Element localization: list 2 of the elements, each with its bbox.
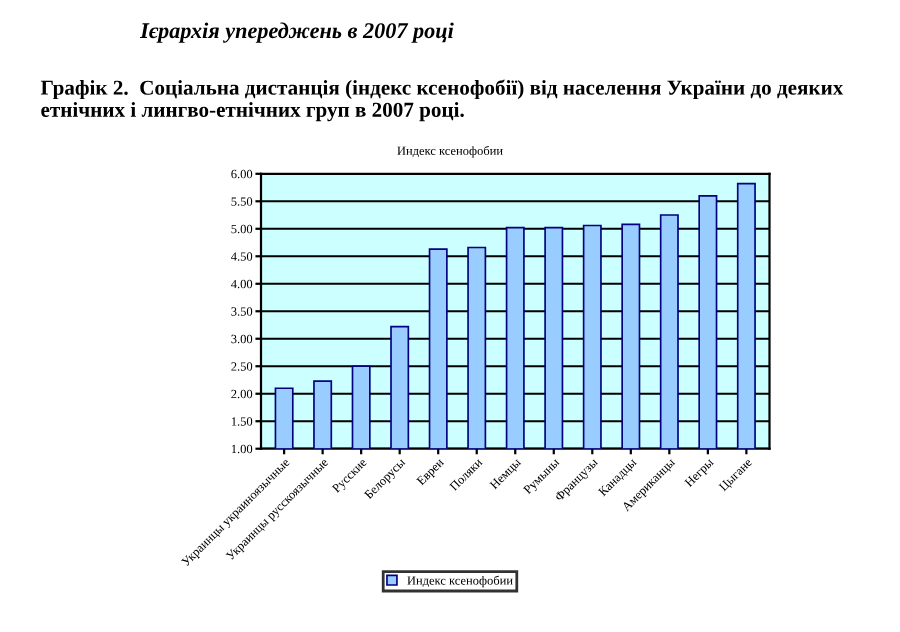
- chart-subtitle: Графік 2. Соціальна дистанція (індекс ксенофобії) від населення України до деяких етнічних і лингво-етнічних груп в 2007 році.: [40, 79, 844, 122]
- chart-title: Ієрархія упереджень в 2007 році: [139, 22, 454, 43]
